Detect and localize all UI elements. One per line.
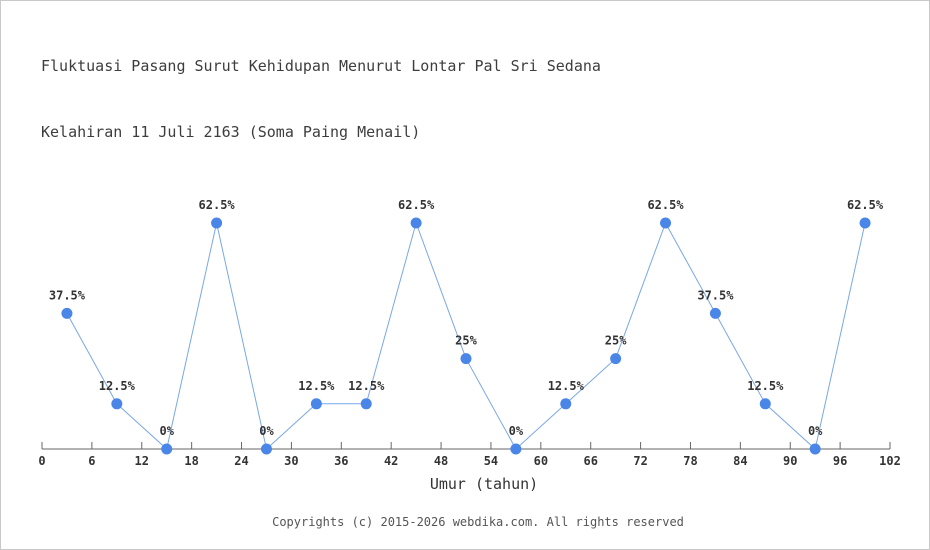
data-point	[310, 398, 322, 410]
x-tick-label: 48	[434, 454, 448, 468]
data-point-label: 37.5%	[697, 288, 734, 302]
x-tick-label: 12	[135, 454, 149, 468]
x-tick-label: 72	[633, 454, 647, 468]
data-point-label: 37.5%	[49, 288, 86, 302]
data-point-label: 62.5%	[647, 198, 684, 212]
data-point-label: 0%	[509, 424, 524, 438]
data-point-label: 12.5%	[548, 379, 585, 393]
data-point-label: 62.5%	[398, 198, 435, 212]
x-tick-label: 18	[184, 454, 198, 468]
x-tick-label: 90	[783, 454, 797, 468]
x-tick-label: 30	[284, 454, 298, 468]
chart-title-line1: Fluktuasi Pasang Surut Kehidupan Menurut…	[41, 57, 601, 75]
copyright-footer: Copyrights (c) 2015-2026 webdika.com. Al…	[272, 515, 684, 529]
data-point	[111, 398, 123, 410]
data-point	[759, 398, 771, 410]
data-point	[211, 217, 223, 229]
data-point	[809, 443, 821, 455]
data-point-label: 62.5%	[199, 198, 236, 212]
x-tick-label: 66	[583, 454, 597, 468]
chart-title-line2: Kelahiran 11 Juli 2163 (Soma Paing Menai…	[41, 123, 421, 141]
data-point-label: 25%	[605, 334, 627, 348]
data-point	[460, 353, 472, 365]
x-tick-label: 36	[334, 454, 348, 468]
x-axis-title: Umur (tahun)	[429, 475, 539, 493]
data-point-label: 12.5%	[99, 379, 136, 393]
data-point-label: 0%	[808, 424, 823, 438]
data-point	[709, 307, 721, 319]
x-tick-label: 78	[683, 454, 697, 468]
data-point	[360, 398, 372, 410]
data-point-label: 12.5%	[747, 379, 784, 393]
x-tick-label: 84	[733, 454, 747, 468]
x-tick-label: 24	[234, 454, 248, 468]
data-point	[161, 443, 173, 455]
x-tick-label: 54	[484, 454, 498, 468]
data-point	[660, 217, 672, 229]
data-point-label: 0%	[159, 424, 174, 438]
x-tick-label: 102	[879, 454, 901, 468]
data-point	[260, 443, 272, 455]
x-tick-label: 42	[384, 454, 398, 468]
x-tick-label: 6	[88, 454, 95, 468]
data-point-label: 25%	[455, 334, 477, 348]
x-tick-label: 0	[38, 454, 45, 468]
data-point	[610, 353, 622, 365]
data-point-label: 62.5%	[847, 198, 884, 212]
data-point	[560, 398, 572, 410]
data-point	[859, 217, 871, 229]
data-point	[410, 217, 422, 229]
data-point	[61, 307, 73, 319]
data-point-label: 12.5%	[348, 379, 385, 393]
x-tick-label: 96	[833, 454, 847, 468]
data-point	[510, 443, 522, 455]
x-tick-label: 60	[534, 454, 548, 468]
chart-title: Fluktuasi Pasang Surut Kehidupan Menurut…	[41, 11, 601, 187]
data-point-label: 12.5%	[298, 379, 335, 393]
data-point-label: 0%	[259, 424, 274, 438]
